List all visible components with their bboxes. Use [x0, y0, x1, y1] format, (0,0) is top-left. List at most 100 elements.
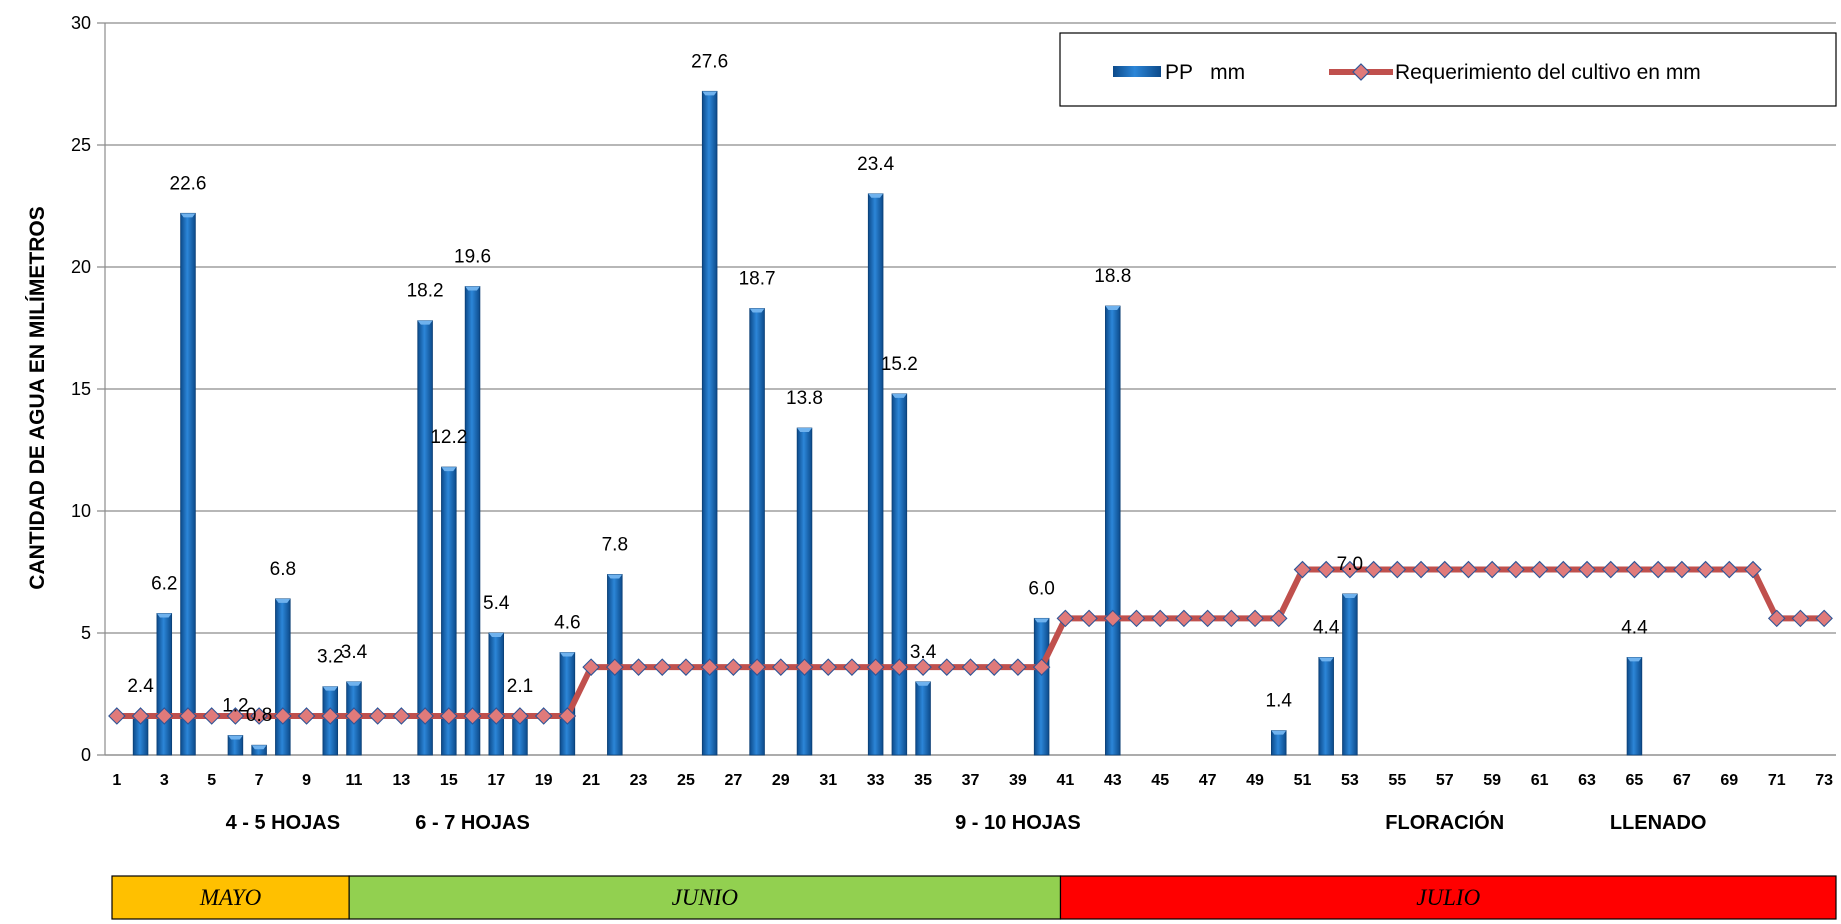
x-tick-label: 57: [1436, 772, 1454, 789]
data-labels: 2.46.222.61.20.86.83.23.418.212.219.65.4…: [127, 51, 1648, 726]
line-marker: [226, 707, 245, 725]
line-marker: [1127, 609, 1146, 628]
x-tick-label: 17: [487, 772, 505, 789]
bar-top-highlight: [441, 467, 457, 472]
bar-top-highlight: [892, 393, 907, 398]
stage-label: 9 - 10 HOJAS: [955, 812, 1081, 834]
line-marker: [1649, 560, 1667, 579]
month-cell: [348, 875, 1062, 920]
bar: [488, 632, 505, 756]
x-tick-label: 23: [630, 772, 648, 789]
bar-top-highlight: [156, 613, 172, 618]
x-tick-label: 71: [1768, 772, 1786, 789]
requirement-line: [116, 566, 1825, 719]
bar-top-highlight: [1627, 657, 1642, 662]
line-marker: [866, 658, 885, 676]
bar: [1033, 617, 1050, 756]
x-tick-label: 29: [772, 772, 790, 789]
line-marker: [1269, 609, 1288, 628]
x-tick-label: 35: [914, 772, 932, 789]
x-tick-label: 27: [724, 772, 742, 789]
line-marker: [653, 658, 672, 676]
bar: [1318, 657, 1334, 756]
line-marker: [1720, 560, 1739, 579]
bar-series-pp: [132, 90, 1643, 756]
line-marker: [748, 658, 766, 676]
x-tick-label: 33: [867, 772, 885, 789]
line-marker: [677, 658, 695, 676]
bar: [1626, 657, 1643, 756]
legend-label-pp: PP mm: [1165, 61, 1245, 84]
bar-top-highlight: [251, 745, 267, 750]
line-marker: [700, 658, 719, 676]
line-marker: [1578, 560, 1596, 579]
line-marker: [772, 658, 790, 676]
bar-top-highlight: [228, 735, 243, 740]
line-marker: [558, 707, 577, 725]
x-tick-label: 67: [1673, 772, 1691, 789]
bar: [915, 681, 931, 756]
line-marker: [1815, 609, 1833, 628]
y-tick-label: 25: [71, 135, 91, 155]
line-series-requirement: [108, 560, 1833, 725]
line-marker: [938, 658, 956, 676]
data-label: 22.6: [170, 173, 207, 194]
y-tick-label: 30: [71, 13, 91, 33]
line-marker: [108, 707, 126, 725]
line-marker: [1341, 560, 1359, 579]
line-marker: [1080, 609, 1098, 628]
line-marker: [1175, 609, 1193, 628]
bar: [1105, 305, 1121, 756]
growth-stage-labels: 4 - 5 HOJAS 6 - 7 HOJAS 9 - 10 HOJAS FLORAC…: [226, 810, 1707, 834]
line-marker: [1459, 560, 1478, 579]
bar-top-highlight: [868, 193, 884, 198]
x-tick-label: 47: [1199, 772, 1217, 789]
line-marker: [582, 658, 600, 676]
bar: [275, 598, 291, 756]
bar-top-highlight: [488, 633, 504, 637]
y-axis-ticks: 0 5 10 15 20 25 30: [71, 13, 91, 765]
month-label: MAYO: [199, 885, 262, 910]
line-marker: [1435, 560, 1454, 579]
data-label: 6.0: [1028, 578, 1054, 599]
x-tick-label: 25: [677, 772, 695, 789]
x-tick-label: 9: [302, 772, 311, 789]
line-marker: [795, 658, 814, 676]
line-marker: [1246, 609, 1264, 628]
line-marker: [250, 707, 268, 725]
data-label: 4.4: [1621, 617, 1648, 638]
data-label: 6.2: [151, 573, 177, 594]
y-tick-label: 20: [71, 257, 91, 277]
line-marker: [1222, 609, 1241, 628]
line-marker: [1554, 560, 1573, 579]
month-cell: [1059, 875, 1837, 920]
line-marker: [1767, 609, 1786, 628]
bar: [180, 212, 196, 756]
legend-bar-swatch: [1113, 66, 1161, 77]
data-label: 4.6: [554, 613, 580, 634]
x-axis-ticks: 1 3 5 7 9 11 13 15 17 19 21 23 25 27 29 31 33 35 37 39 41 43 4…: [112, 772, 1833, 789]
line-marker: [202, 707, 221, 725]
data-label: 6.8: [270, 559, 296, 580]
data-label: 1.4: [1266, 691, 1293, 712]
line-marker: [416, 707, 434, 725]
bar: [796, 427, 813, 756]
x-tick-label: 3: [160, 772, 169, 789]
line-marker: [985, 658, 1003, 676]
data-label: 5.4: [483, 593, 510, 614]
line-marker: [1483, 560, 1501, 579]
bar: [891, 393, 908, 756]
legend: PP mm Requerimiento del cultivo en mm: [1059, 32, 1837, 107]
data-label: 0.8: [246, 705, 272, 726]
line-marker: [1507, 560, 1525, 579]
line-marker: [1364, 560, 1383, 579]
x-tick-label: 31: [819, 772, 837, 789]
line-marker: [345, 707, 363, 725]
data-label: 4.4: [1313, 617, 1340, 638]
bar-top-highlight: [1105, 306, 1121, 311]
bar-top-highlight: [797, 428, 812, 433]
x-tick-label: 37: [962, 772, 980, 789]
line-marker: [440, 707, 458, 725]
bar-top-highlight: [275, 598, 291, 603]
